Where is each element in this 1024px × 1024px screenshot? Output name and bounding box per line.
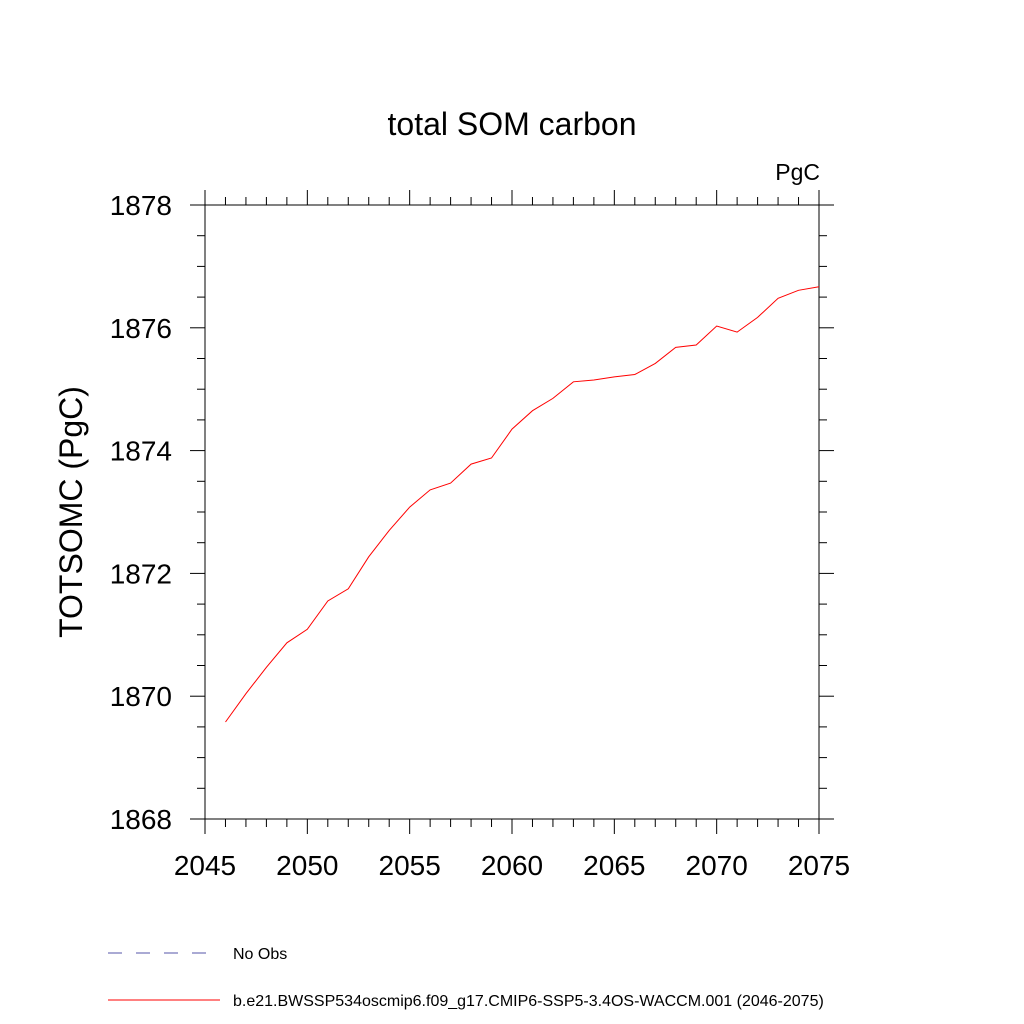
y-tick-label: 1876 [110,313,172,344]
legend-label: b.e21.BWSSP534oscmip6.f09_g17.CMIP6-SSP5… [233,993,824,1010]
units-label: PgC [775,159,820,185]
x-tick-label: 2060 [481,850,543,881]
series-line [225,286,820,723]
y-tick-label: 1872 [110,558,172,589]
y-tick-label: 1870 [110,681,172,712]
y-tick-label: 1868 [110,804,172,835]
plot-frame [204,204,820,820]
chart-title: total SOM carbon [388,106,637,142]
x-tick-label: 2070 [686,850,748,881]
x-tick-label: 2055 [379,850,441,881]
x-tick-label: 2065 [583,850,645,881]
y-tick-label: 1874 [110,436,172,467]
x-tick-label: 2045 [174,850,236,881]
x-axis-ticks: 2045 2050 2055 2060 2065 2070 2075 [174,190,850,881]
legend: No Obs b.e21.BWSSP534oscmip6.f09_g17.CMIP… [108,946,824,1010]
y-tick-label: 1878 [110,190,172,221]
y-axis-ticks: 1868 1870 1872 1874 1876 1878 [110,190,834,835]
x-tick-label: 2050 [276,850,338,881]
y-axis-label: TOTSOMC (PgC) [53,386,89,638]
legend-label: No Obs [233,946,287,963]
x-tick-label: 2075 [788,850,850,881]
